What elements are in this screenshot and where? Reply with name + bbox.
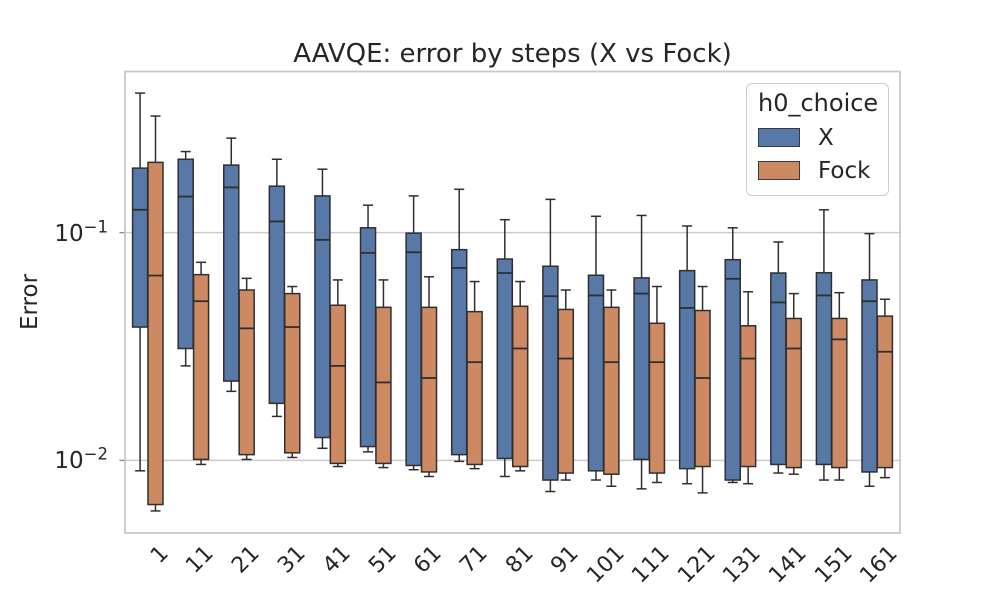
legend-entry: Fock: [758, 154, 888, 187]
box: [238, 289, 255, 456]
box: [329, 304, 347, 465]
box: [648, 322, 666, 474]
box-group-x: [131, 92, 878, 493]
box: [694, 309, 711, 468]
legend-title: h0_choice: [758, 89, 879, 117]
box: [511, 305, 529, 468]
box: [876, 315, 894, 469]
box: [542, 265, 559, 481]
box: [359, 227, 377, 448]
plot-frame: [124, 70, 901, 534]
box: [177, 158, 194, 350]
box: [831, 317, 848, 469]
box-group-fock: [147, 115, 894, 512]
box: [131, 167, 149, 328]
y-tick-exponent: −2: [83, 444, 108, 464]
y-axis-label: Error: [17, 273, 43, 331]
box: [466, 310, 483, 466]
y-tick-base: 10: [54, 220, 84, 247]
legend-entry-label: Fock: [818, 157, 871, 184]
y-tick-label: 10−1: [54, 217, 108, 247]
box: [223, 164, 240, 382]
y-tick-base: 10: [54, 448, 84, 475]
y-tick-exponent: −1: [83, 217, 108, 237]
legend-swatch-icon: [758, 161, 800, 180]
box: [587, 274, 605, 472]
box: [420, 306, 438, 473]
box: [557, 308, 575, 474]
box: [785, 317, 802, 469]
legend: h0_choice X Fock: [746, 83, 889, 196]
legend-entries: X Fock: [758, 121, 888, 187]
y-tick-label: 10−2: [54, 445, 108, 475]
box: [450, 248, 468, 456]
box: [815, 271, 833, 466]
box: [405, 232, 422, 467]
box: [724, 258, 741, 481]
box: [603, 306, 620, 475]
box: [633, 277, 650, 461]
box: [284, 292, 301, 454]
chart-title: AAVQE: error by steps (X vs Fock): [293, 39, 732, 69]
legend-swatch-icon: [758, 128, 800, 147]
box: [739, 325, 757, 468]
box: [192, 273, 210, 461]
legend-entry: X: [758, 121, 888, 154]
box: [314, 195, 331, 439]
box: [147, 161, 164, 506]
box: [375, 306, 392, 465]
legend-entry-label: X: [818, 124, 834, 151]
box: [861, 279, 878, 473]
box: [496, 258, 514, 460]
box: [678, 269, 696, 470]
box: [268, 185, 286, 405]
